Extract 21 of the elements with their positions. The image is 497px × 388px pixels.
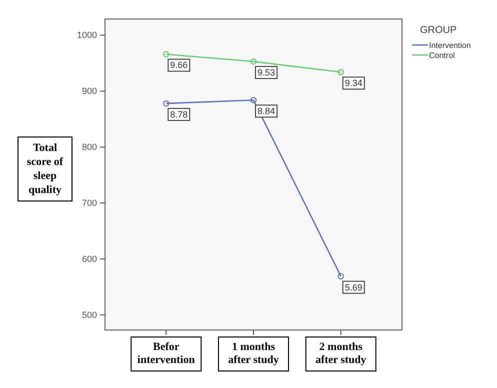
y-tick-label: 600 bbox=[82, 254, 97, 264]
x-tick-label: 1 months after study bbox=[228, 341, 280, 366]
point bbox=[250, 96, 257, 104]
x-tick-label: Befor intervention bbox=[137, 341, 195, 366]
x-tick-label: 2 months after study bbox=[315, 341, 367, 366]
point bbox=[250, 58, 257, 65]
annotation: 5.69 bbox=[344, 282, 362, 292]
annotation: 8.84 bbox=[258, 106, 276, 116]
legend-label: Control bbox=[429, 51, 456, 60]
y-axis-title: Total score of sleep quality bbox=[26, 142, 64, 196]
y-tick-label: 900 bbox=[82, 86, 97, 96]
y-tick-label: 500 bbox=[82, 310, 97, 320]
y-tick-label: 700 bbox=[82, 198, 97, 208]
y-tick-label: 800 bbox=[82, 142, 97, 152]
y-tick-label: 1000 bbox=[76, 30, 97, 40]
legend-title: GROUP bbox=[420, 25, 457, 36]
annotation: 9.66 bbox=[170, 60, 188, 70]
annotation: 9.53 bbox=[258, 68, 276, 78]
annotation: 9.34 bbox=[344, 78, 362, 88]
annotation: 8.78 bbox=[170, 109, 188, 120]
legend-label: Intervention bbox=[429, 41, 471, 50]
